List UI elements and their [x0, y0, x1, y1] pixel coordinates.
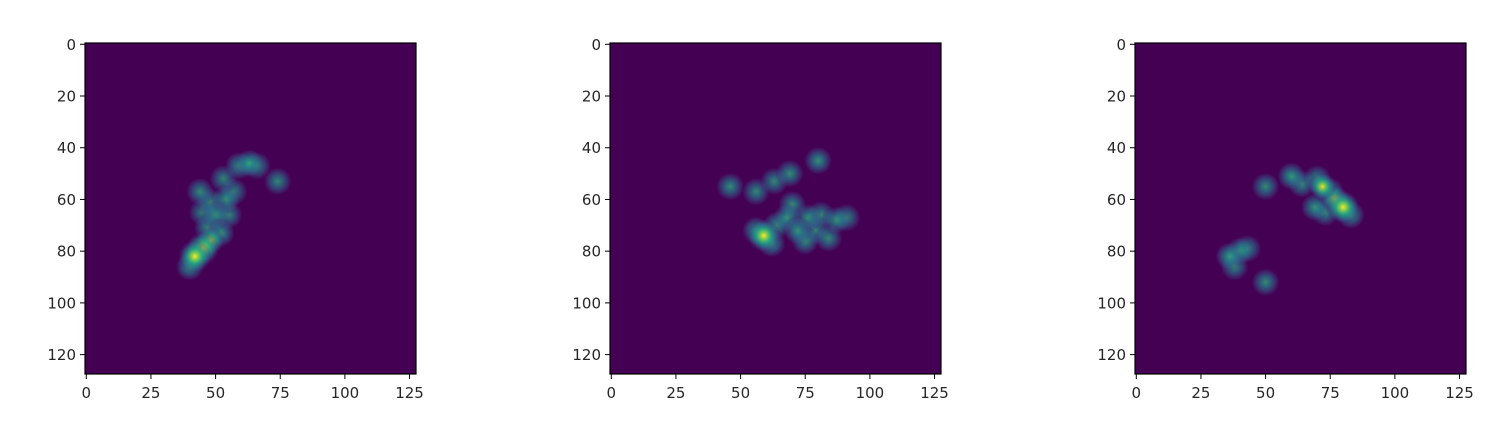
y-tick-label: 20	[582, 88, 601, 106]
heatmap-blob	[822, 205, 851, 235]
x-tick-label: 100	[331, 384, 360, 402]
heatmap-panel-2: 0 25 50 75 100 125 0 20 40 60 80 100 120	[572, 36, 948, 402]
y-tick-label: 40	[582, 139, 601, 157]
axes-frame	[609, 42, 942, 375]
y-tick-label: 0	[66, 36, 76, 54]
y-tick-label: 120	[1097, 346, 1126, 364]
y-tick-label: 60	[57, 191, 76, 209]
heatmap-blob	[263, 167, 292, 196]
heatmap-background	[610, 43, 941, 374]
x-tick-label: 100	[856, 384, 885, 402]
x-tick-label: 0	[82, 384, 92, 402]
y-tick-label: 80	[582, 243, 601, 261]
heatmap-blob	[1308, 172, 1337, 201]
heatmap-blob	[747, 218, 781, 253]
heatmap-panel-3: 0 25 50 75 100 125 0 20 40 60 80 100 120	[1097, 36, 1473, 402]
y-tick-label: 80	[1107, 243, 1126, 261]
heatmap-blob	[234, 149, 264, 178]
y-tick-label: 100	[47, 294, 76, 312]
x-tick-label: 125	[920, 384, 949, 402]
heatmap-blob	[185, 177, 215, 206]
heatmap-blobs	[175, 149, 292, 281]
x-tick-label: 50	[731, 384, 750, 402]
heatmap-blob	[1251, 267, 1280, 297]
heatmap-blob	[1277, 161, 1306, 191]
x-tick-label: 75	[1321, 384, 1340, 402]
heatmap-blob	[716, 172, 745, 201]
y-tick-label: 20	[1107, 88, 1126, 106]
x-tick-label: 25	[1191, 384, 1210, 402]
x-tick-label: 75	[796, 384, 815, 402]
x-tick-label: 125	[1445, 384, 1474, 402]
y-tick-label: 100	[572, 294, 601, 312]
heatmap-blob	[803, 146, 833, 175]
y-tick-label: 100	[1097, 294, 1126, 312]
heatmap-background	[85, 43, 416, 374]
y-tick-label: 40	[1107, 139, 1126, 157]
x-tick-label: 0	[1132, 384, 1142, 402]
axes-frame	[1134, 42, 1467, 375]
heatmap-blob	[775, 159, 804, 188]
x-tick-label: 50	[206, 384, 225, 402]
heatmap-blobs	[1215, 161, 1366, 297]
axes-frame	[84, 42, 417, 375]
heatmap-panel-1: 0 25 50 75 100 125 0 20 40 60 80 100 120	[47, 36, 423, 402]
heatmap-blob	[783, 216, 812, 245]
x-tick-label: 75	[271, 384, 290, 402]
heatmap-blob	[178, 239, 212, 274]
x-tick-label: 0	[607, 384, 617, 402]
y-tick-label: 80	[57, 243, 76, 261]
y-tick-label: 120	[47, 346, 76, 364]
y-tick-label: 60	[1107, 191, 1126, 209]
heatmap-blob	[1326, 190, 1360, 225]
y-tick-label: 60	[582, 191, 601, 209]
heatmap-background	[1135, 43, 1466, 374]
y-tick-label: 40	[57, 139, 76, 157]
y-tick-label: 20	[57, 88, 76, 106]
x-tick-label: 50	[1256, 384, 1275, 402]
x-tick-label: 125	[395, 384, 424, 402]
x-tick-label: 100	[1381, 384, 1410, 402]
y-tick-label: 0	[1116, 36, 1126, 54]
heatmap-blobs	[716, 146, 861, 258]
x-tick-label: 25	[141, 384, 160, 402]
heatmap-blob	[1251, 172, 1280, 201]
heatmap-blob	[1215, 242, 1244, 271]
y-tick-label: 0	[591, 36, 601, 54]
x-tick-label: 25	[666, 384, 685, 402]
y-tick-label: 120	[572, 346, 601, 364]
